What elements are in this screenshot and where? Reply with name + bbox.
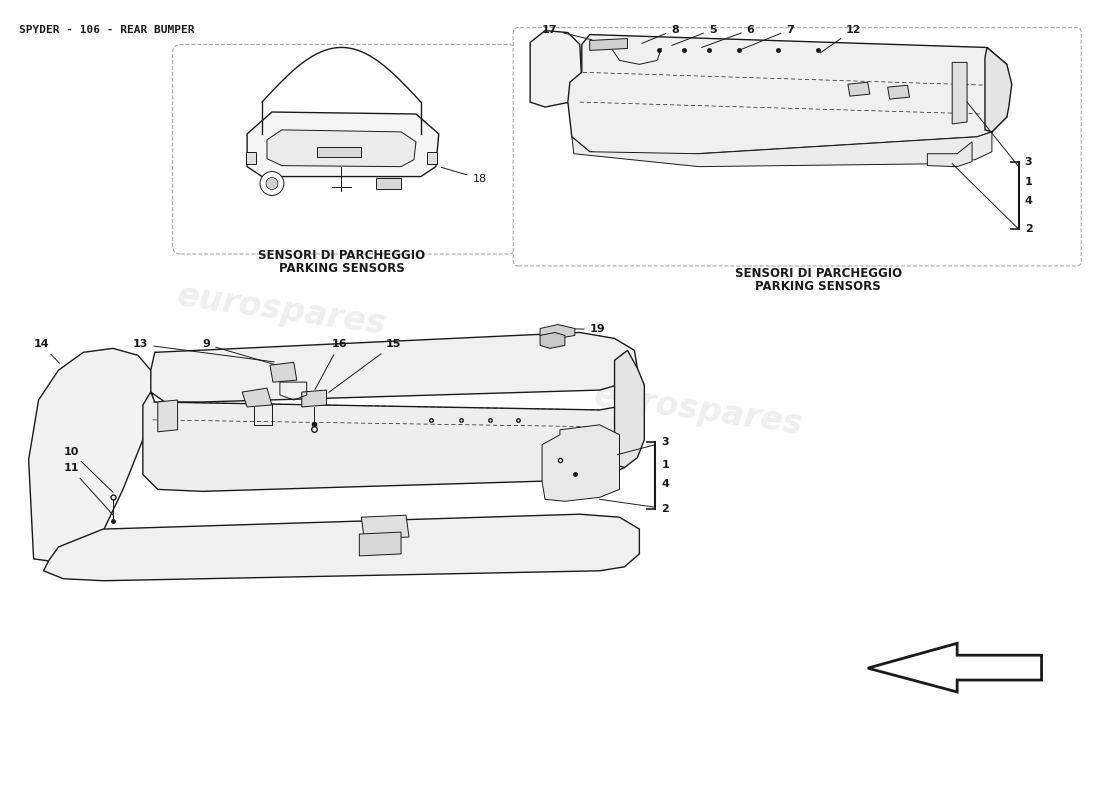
Text: 14: 14 [34, 339, 59, 363]
Polygon shape [301, 390, 327, 407]
Polygon shape [376, 178, 402, 190]
Polygon shape [984, 47, 1012, 132]
Text: 17: 17 [542, 25, 592, 40]
Text: 5: 5 [672, 25, 716, 46]
Text: SENSORI DI PARCHEGGIO: SENSORI DI PARCHEGGIO [257, 249, 425, 262]
Polygon shape [868, 643, 1042, 692]
Polygon shape [270, 362, 297, 382]
Circle shape [266, 178, 278, 190]
Text: 1: 1 [1025, 177, 1033, 186]
Text: 2: 2 [661, 504, 669, 514]
Polygon shape [542, 425, 619, 502]
Polygon shape [540, 325, 575, 338]
Polygon shape [427, 152, 437, 164]
Polygon shape [615, 350, 645, 467]
Polygon shape [568, 34, 1006, 157]
Polygon shape [242, 388, 272, 407]
Text: PARKING SENSORS: PARKING SENSORS [756, 280, 881, 293]
Text: 6: 6 [702, 25, 755, 47]
Text: eurospares: eurospares [592, 379, 805, 441]
Text: 1: 1 [661, 459, 669, 470]
Polygon shape [29, 348, 153, 561]
Text: 18: 18 [441, 167, 486, 183]
Polygon shape [848, 82, 870, 96]
Text: SENSORI DI PARCHEGGIO: SENSORI DI PARCHEGGIO [735, 267, 902, 280]
Text: 3: 3 [1025, 157, 1032, 166]
Polygon shape [530, 30, 582, 107]
Text: SPYDER - 106 - REAR BUMPER: SPYDER - 106 - REAR BUMPER [19, 25, 195, 34]
Polygon shape [888, 86, 910, 99]
Polygon shape [927, 142, 972, 166]
Circle shape [260, 171, 284, 195]
Text: 7: 7 [741, 25, 794, 50]
Text: 12: 12 [821, 25, 861, 53]
Polygon shape [44, 514, 639, 581]
Text: 9: 9 [202, 339, 292, 370]
Polygon shape [248, 112, 439, 177]
Polygon shape [572, 132, 992, 166]
Text: 15: 15 [329, 339, 402, 392]
Polygon shape [246, 152, 256, 164]
Polygon shape [590, 38, 627, 50]
Polygon shape [143, 390, 639, 491]
Polygon shape [267, 130, 416, 166]
Text: eurospares: eurospares [175, 280, 388, 342]
Text: 10: 10 [64, 446, 113, 493]
Text: PARKING SENSORS: PARKING SENSORS [278, 262, 405, 275]
Text: 3: 3 [661, 437, 669, 446]
Polygon shape [540, 333, 565, 348]
FancyBboxPatch shape [173, 45, 516, 254]
Polygon shape [151, 333, 637, 402]
Polygon shape [953, 62, 967, 124]
Text: 19: 19 [563, 325, 605, 334]
Text: 4: 4 [661, 479, 669, 490]
Polygon shape [157, 400, 177, 432]
Polygon shape [361, 515, 409, 539]
Text: 2: 2 [1025, 224, 1033, 234]
Text: 13: 13 [133, 339, 274, 362]
Polygon shape [360, 532, 401, 556]
Text: 16: 16 [315, 339, 348, 390]
Text: 11: 11 [64, 463, 113, 515]
Text: 8: 8 [642, 25, 679, 43]
FancyBboxPatch shape [514, 28, 1081, 266]
Text: 4: 4 [1025, 196, 1033, 206]
Polygon shape [317, 146, 361, 157]
